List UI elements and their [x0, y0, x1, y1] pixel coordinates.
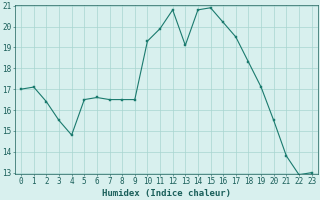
X-axis label: Humidex (Indice chaleur): Humidex (Indice chaleur) [102, 189, 231, 198]
